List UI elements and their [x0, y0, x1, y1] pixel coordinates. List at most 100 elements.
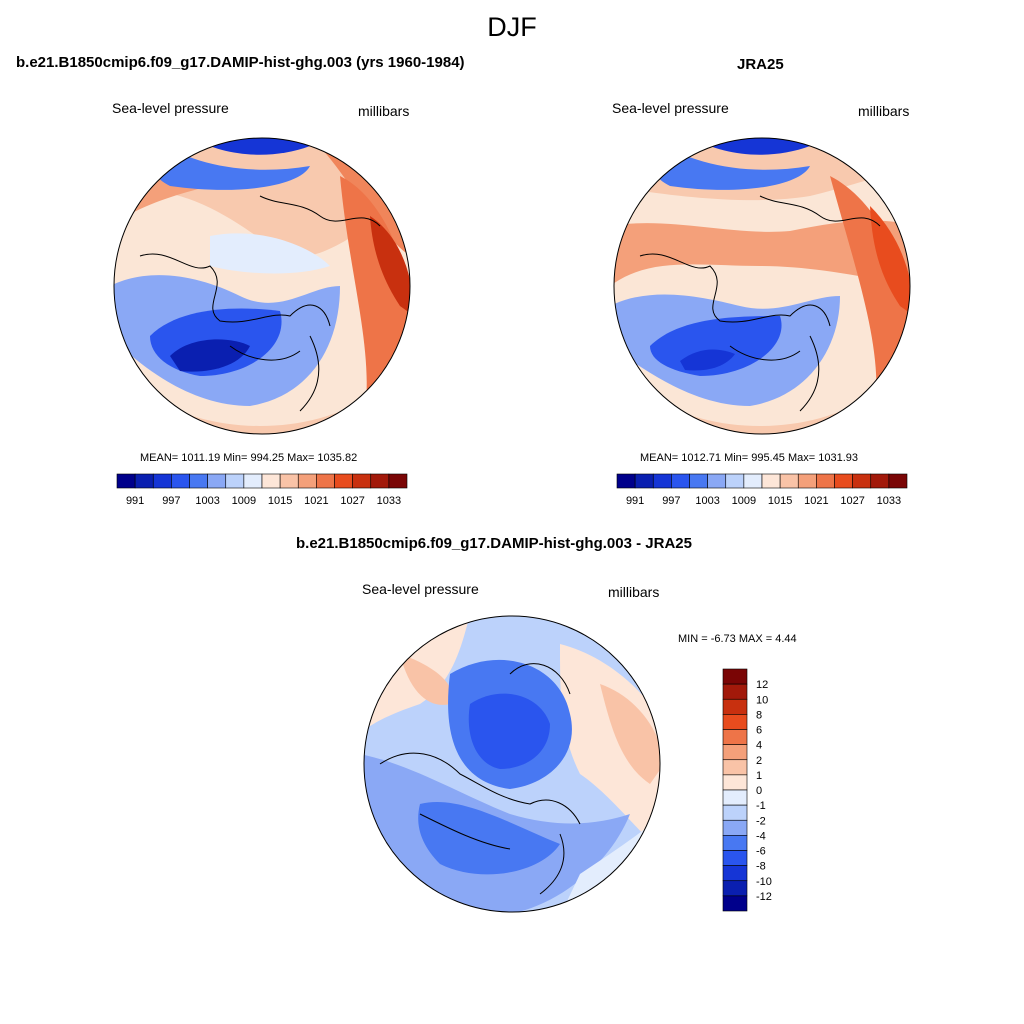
colorbar-tick-label: -8 [756, 861, 766, 873]
colorbar-swatch [722, 729, 748, 745]
colorbar-tick-label: 2 [756, 755, 762, 767]
colorbar-tick-label: 1015 [268, 495, 292, 507]
colorbar-swatch [171, 473, 190, 489]
map-border [613, 137, 911, 435]
panel-3-polar-map [363, 615, 661, 913]
colorbar-swatch [722, 865, 748, 882]
panel-2-colorbar: 991 997 1003 1009 1015 1021 1027 1033 [616, 473, 908, 507]
colorbar-tick-label: 1009 [232, 495, 256, 507]
colorbar-tick-label: 1003 [695, 495, 719, 507]
colorbar-swatch [297, 473, 317, 489]
colorbar-swatch [134, 473, 154, 489]
colorbar-tick-label: -10 [756, 876, 772, 888]
colorbar-swatch [834, 473, 853, 489]
colorbar-swatch [370, 473, 390, 489]
colorbar-tick-label: -4 [756, 830, 766, 842]
low-region [646, 138, 810, 190]
colorbar-tick-label: 1021 [804, 495, 828, 507]
colorbar-swatch [722, 895, 748, 912]
colorbar-swatch [722, 835, 748, 851]
colorbar-swatch [616, 473, 636, 489]
colorbar-swatch [888, 473, 908, 489]
colorbar-tick-label: 1003 [195, 495, 219, 507]
colorbar-tick-label: 8 [756, 709, 762, 721]
panel-3-stats: MIN = -6.73 MAX = 4.44 [678, 633, 797, 645]
colorbar-tick-label: 0 [756, 785, 762, 797]
low-center [680, 349, 735, 371]
coastlines [139, 195, 381, 412]
colorbar-tick-label: 1027 [840, 495, 864, 507]
colorbar-swatch [722, 698, 748, 715]
colorbar-swatch [743, 473, 763, 489]
colorbar-tick-label: -6 [756, 846, 766, 858]
colorbar-swatch [225, 473, 245, 489]
panel-2-variable-label: Sea-level pressure [612, 100, 729, 116]
colorbar-swatch [725, 473, 745, 489]
low-region [418, 802, 560, 875]
warm-region [614, 220, 910, 286]
colorbar-swatch [722, 789, 748, 806]
colorbar-swatch [388, 473, 408, 489]
colorbar-tick-label: 4 [756, 740, 762, 752]
colorbar-swatch [722, 744, 748, 761]
colorbar-swatch [816, 473, 835, 489]
colorbar-tick-label: 6 [756, 725, 762, 737]
colorbar-swatch [722, 880, 748, 897]
colorbar-swatch [870, 473, 890, 489]
colorbar-swatch [722, 683, 748, 700]
warm-center [870, 206, 910, 316]
colorbar-swatch [689, 473, 708, 489]
colorbar-swatch [634, 473, 654, 489]
colorbar-swatch [352, 473, 372, 489]
low-center [468, 693, 550, 769]
panel-3-variable-label: Sea-level pressure [362, 581, 479, 597]
low-region [146, 138, 310, 190]
colorbar-tick-label: 1027 [340, 495, 364, 507]
colorbar-swatch [671, 473, 690, 489]
panel-2-stats: MEAN= 1012.71 Min= 995.45 Max= 1031.93 [640, 452, 859, 464]
colorbar-tick-label: 991 [126, 495, 144, 507]
map-border [363, 615, 661, 913]
colorbar-swatch [152, 473, 172, 489]
colorbar-swatch [116, 473, 136, 489]
panel-1-colorbar: 991 997 1003 1009 1015 1021 1027 1033 [116, 473, 408, 507]
colorbar-swatch [334, 473, 353, 489]
colorbar-tick-label: 1 [756, 770, 762, 782]
colorbar-tick-label: 1033 [877, 495, 901, 507]
panel-1-units-label: millibars [358, 103, 410, 119]
colorbar-tick-label: 991 [626, 495, 644, 507]
colorbar-swatch [722, 668, 748, 685]
colorbar-tick-label: -1 [756, 800, 766, 812]
warm-region [560, 644, 660, 854]
warm-region [600, 684, 660, 784]
warm-region [400, 654, 452, 705]
colorbar-tick-label: 997 [662, 495, 680, 507]
colorbar-swatch [779, 473, 799, 489]
colorbar-swatch [722, 774, 748, 791]
panel-3-title: b.e21.B1850cmip6.f09_g17.DAMIP-hist-ghg.… [296, 535, 692, 552]
colorbar-swatch [707, 473, 727, 489]
colorbar-tick-label: -2 [756, 815, 766, 827]
panel-1-variable-label: Sea-level pressure [112, 100, 229, 116]
panel-1-polar-map [113, 137, 411, 435]
panel-2-title: JRA25 [737, 56, 784, 73]
panel-1-stats: MEAN= 1011.19 Min= 994.25 Max= 1035.82 [140, 452, 358, 464]
low-center [170, 339, 250, 372]
colorbar-swatch [722, 714, 748, 730]
panel-3-units-label: millibars [608, 584, 660, 600]
coastlines [639, 195, 881, 412]
colorbar-tick-label: 1009 [732, 495, 756, 507]
colorbar-tick-label: 1021 [304, 495, 328, 507]
panel-1-title: b.e21.B1850cmip6.f09_g17.DAMIP-hist-ghg.… [16, 54, 465, 71]
panel-2-units-label: millibars [858, 103, 910, 119]
colorbar-swatch [722, 759, 748, 776]
colorbar-swatch [722, 804, 748, 821]
colorbar-swatch [207, 473, 227, 489]
colorbar-swatch [652, 473, 672, 489]
colorbar-tick-label: -12 [756, 891, 772, 903]
colorbar-swatch [852, 473, 872, 489]
panel-2-polar-map [613, 137, 911, 435]
neutral-region [210, 233, 330, 274]
colorbar-swatch [189, 473, 208, 489]
colorbar-tick-label: 1015 [768, 495, 792, 507]
